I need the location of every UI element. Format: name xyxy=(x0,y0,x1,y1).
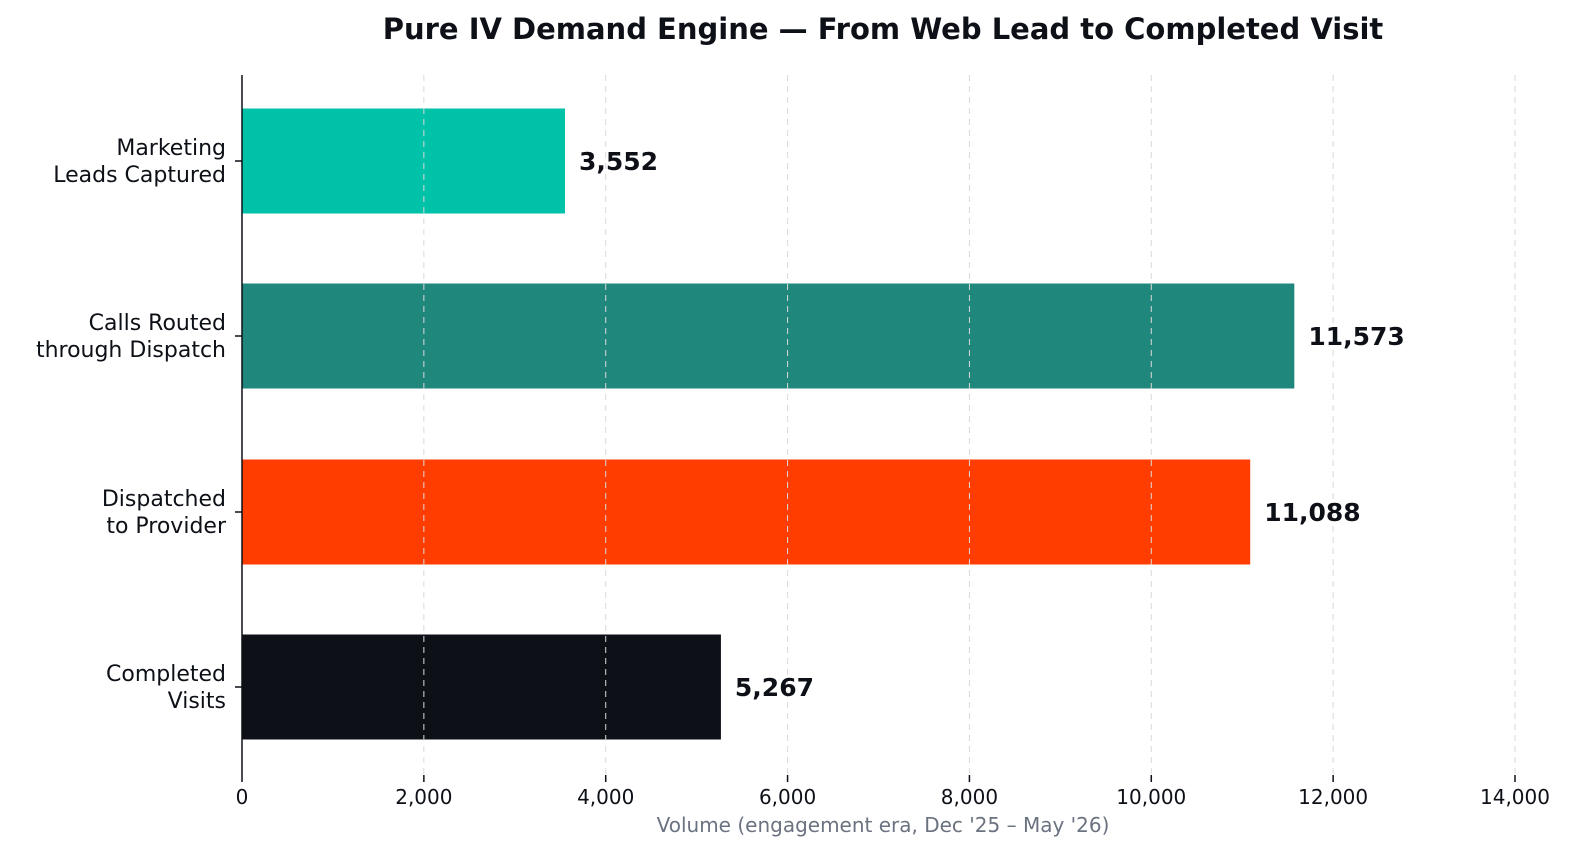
x-tick-label-6: 12,000 xyxy=(1298,785,1368,809)
value-label-0: 3,552 xyxy=(579,147,658,176)
labels: 3,552 Marketing Leads Captured 11,573 Calls … xyxy=(36,136,1550,809)
category-label-0: Marketing Leads Captured xyxy=(53,136,226,188)
category-label-1: Calls Routed through Dispatch xyxy=(36,311,226,363)
value-label-3: 5,267 xyxy=(735,673,814,702)
bars xyxy=(242,108,1295,740)
bar-0 xyxy=(242,108,565,214)
category-label-3: Completed Visits xyxy=(106,662,226,714)
x-tick-label-5: 10,000 xyxy=(1116,785,1186,809)
axes xyxy=(235,75,1516,782)
x-tick-label-4: 8,000 xyxy=(941,785,998,809)
chart-title: Pure IV Demand Engine — From Web Lead to… xyxy=(383,12,1384,46)
value-label-2: 11,088 xyxy=(1264,498,1360,527)
x-tick-label-7: 14,000 xyxy=(1480,785,1550,809)
bar-3 xyxy=(242,634,721,740)
x-axis-label: Volume (engagement era, Dec '25 – May '2… xyxy=(657,813,1110,837)
category-label-2: Dispatched to Provider xyxy=(102,487,227,539)
x-tick-label-1: 2,000 xyxy=(395,785,452,809)
x-tick-label-2: 4,000 xyxy=(577,785,634,809)
x-tick-label-3: 6,000 xyxy=(759,785,816,809)
bar-2 xyxy=(242,459,1251,565)
grid-lines xyxy=(423,75,1516,775)
value-label-1: 11,573 xyxy=(1308,322,1404,351)
bar-1 xyxy=(242,283,1295,389)
x-tick-label-0: 0 xyxy=(236,785,249,809)
